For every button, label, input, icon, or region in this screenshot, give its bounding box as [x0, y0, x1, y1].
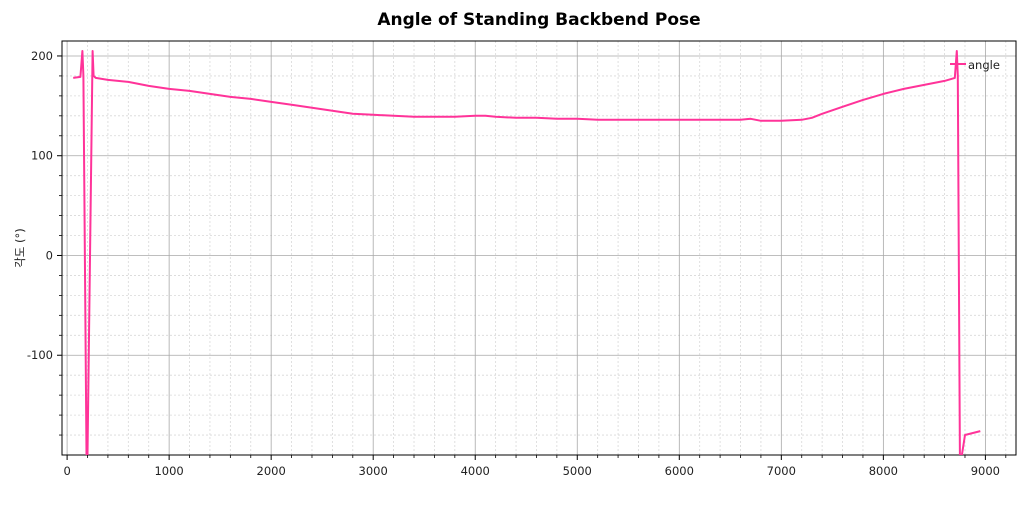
y-tick-label: 100	[31, 149, 53, 163]
y-tick-label: -100	[27, 348, 53, 362]
plot-frame	[61, 40, 1017, 456]
x-tick-label: 1000	[154, 464, 183, 478]
x-tick-label: 4000	[461, 464, 490, 478]
y-tick-label: 0	[46, 248, 53, 262]
x-tick-label: 3000	[359, 464, 388, 478]
x-axis: 0 1000 2000 3000 4000 5000 6000 7000 8000 9000	[63, 455, 1007, 478]
series-line-angle	[73, 50, 981, 455]
x-tick-label: 5000	[563, 464, 592, 478]
y-axis-title: 각도 (°)	[13, 228, 27, 268]
x-tick-label: 7000	[767, 464, 796, 478]
y-tick-label: 200	[31, 49, 53, 63]
x-tick-label: 8000	[869, 464, 898, 478]
minor-grid	[62, 41, 1016, 455]
y-axis: -100 0 100 200	[27, 49, 62, 436]
x-tick-label: 9000	[971, 464, 1000, 478]
x-tick-label: 6000	[665, 464, 694, 478]
major-grid	[62, 41, 1016, 455]
x-tick-label: 2000	[257, 464, 286, 478]
x-tick-label: 0	[63, 464, 70, 478]
chart-title: Angle of Standing Backbend Pose	[377, 10, 701, 30]
legend-label: angle	[968, 58, 1000, 72]
legend: angle	[950, 58, 1000, 72]
series-layer	[73, 50, 981, 455]
